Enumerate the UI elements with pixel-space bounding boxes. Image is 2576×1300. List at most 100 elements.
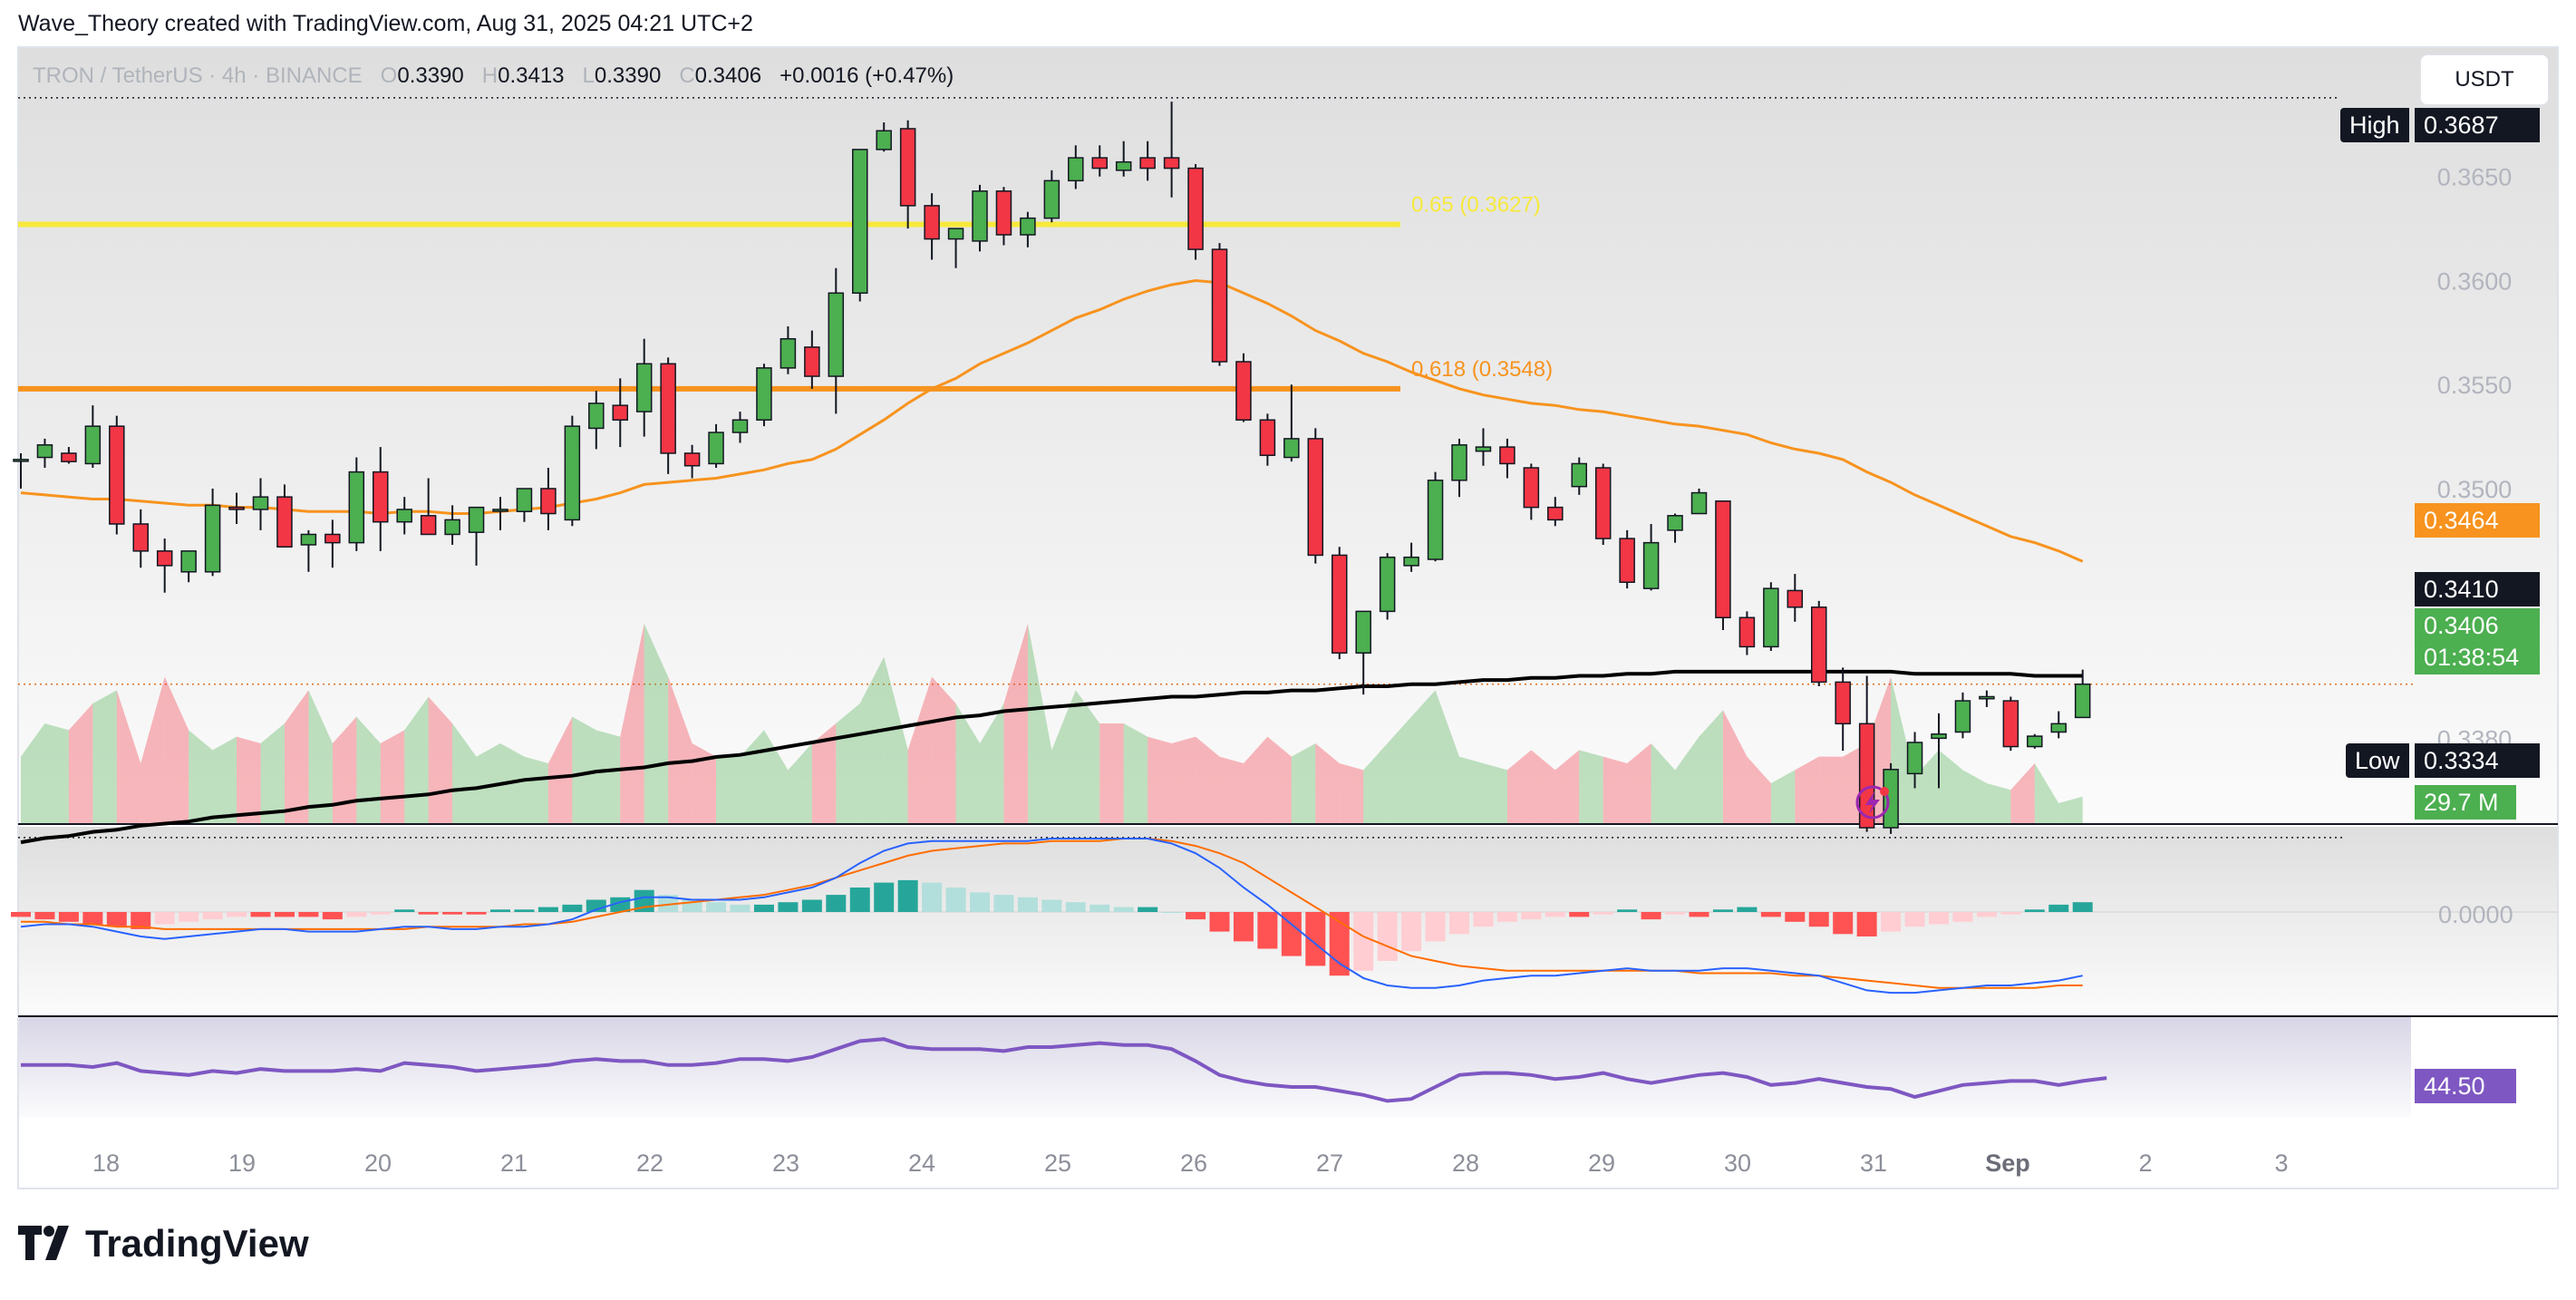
macd-histogram-bar xyxy=(202,912,223,920)
candle-body xyxy=(995,190,1012,236)
volume-area-segment xyxy=(44,723,69,823)
macd-histogram-bar xyxy=(1209,912,1230,932)
volume-area-segment xyxy=(452,723,477,823)
currency-button[interactable]: USDT xyxy=(2420,54,2549,105)
volume-area-segment xyxy=(1627,743,1651,823)
volume-area-segment xyxy=(1459,756,1484,823)
high-tag-value: 0.3687 xyxy=(2415,108,2540,142)
candle-body xyxy=(1738,616,1756,648)
macd-histogram-bar xyxy=(106,912,127,927)
macd-histogram-bar xyxy=(298,912,319,917)
macd-histogram-bar xyxy=(82,912,103,925)
candle-body xyxy=(348,471,365,544)
y-tick-label: 0.3500 xyxy=(2437,476,2513,503)
volume-area-segment xyxy=(1267,736,1292,823)
candle-body xyxy=(660,363,676,454)
candle-body xyxy=(852,149,868,295)
volume-area-segment xyxy=(1363,743,1388,823)
chart-frame xyxy=(17,46,2559,1189)
candle-body xyxy=(1379,556,1396,613)
macd-histogram-bar xyxy=(1161,912,1182,913)
volume-area-segment xyxy=(1123,723,1148,823)
macd-histogram-bar xyxy=(1929,912,1949,925)
x-tick-label: 2 xyxy=(2138,1150,2152,1177)
candle-body xyxy=(828,292,845,377)
candle-body xyxy=(1475,446,1492,452)
ema50-line xyxy=(20,278,2084,563)
volume-area-segment xyxy=(524,756,548,823)
candle-body xyxy=(876,130,892,150)
ema200-line xyxy=(20,669,2083,845)
candle-body xyxy=(1642,541,1660,589)
candle-body xyxy=(300,533,317,546)
volume-area-segment xyxy=(140,676,165,823)
candle-body xyxy=(540,488,557,515)
candle-body xyxy=(2074,683,2091,719)
candle-body xyxy=(780,337,797,369)
macd-histogram-bar xyxy=(826,895,847,912)
macd-histogram-bar xyxy=(346,912,367,917)
volume-area-segment xyxy=(164,676,189,823)
high-value: 0.3413 xyxy=(498,63,565,88)
macd-histogram-bar xyxy=(1401,912,1422,952)
x-tick-label: 18 xyxy=(92,1150,120,1177)
macd-histogram-bar xyxy=(993,895,1014,912)
macd-histogram-bar xyxy=(1760,912,1781,917)
tradingview-logo-icon xyxy=(18,1226,76,1262)
x-tick-label: Sep xyxy=(1985,1150,2030,1177)
candle-body xyxy=(1931,733,1947,740)
candle-body xyxy=(1523,467,1540,509)
candle-body xyxy=(1499,446,1516,465)
candle-body xyxy=(1667,515,1683,531)
candle-body xyxy=(1715,500,1731,619)
volume-area-segment xyxy=(884,656,908,823)
candle-body xyxy=(2027,735,2043,748)
candle-body xyxy=(1043,179,1060,219)
countdown-tag: 01:38:54 xyxy=(2415,640,2540,674)
candle-body xyxy=(924,205,940,240)
x-tick-label: 22 xyxy=(636,1150,663,1177)
x-tick-label: 25 xyxy=(1044,1150,1071,1177)
candle-body xyxy=(708,432,724,465)
rsi-pane-background xyxy=(18,1017,2411,1117)
close-value: 0.3406 xyxy=(694,63,762,88)
high-tag-label: High xyxy=(2340,108,2409,142)
volume-area-segment xyxy=(212,736,237,823)
volume-area-segment xyxy=(907,676,933,823)
x-tick-label: 20 xyxy=(364,1150,392,1177)
candle-body xyxy=(588,403,605,430)
macd-histogram-bar xyxy=(514,909,535,912)
macd-histogram-bar xyxy=(1593,912,1613,915)
open-label: O xyxy=(380,63,398,88)
macd-histogram-bar xyxy=(1785,912,1806,922)
volume-area-segment xyxy=(932,676,956,823)
volume-area-segment xyxy=(380,730,405,823)
symbol-name[interactable]: TRON / TetherUS · 4h · BINANCE xyxy=(33,63,363,88)
candle-body xyxy=(1068,157,1084,182)
candle-body xyxy=(516,488,533,512)
macd-histogram-bar xyxy=(1904,912,1925,927)
alert-lightning-icon xyxy=(1855,785,1890,820)
candle-body xyxy=(109,425,125,525)
x-tick-label: 19 xyxy=(228,1150,256,1177)
macd-histogram-bar xyxy=(1353,912,1374,971)
tradingview-logo[interactable]: TradingView xyxy=(18,1222,309,1266)
volume-area-segment xyxy=(1171,736,1196,823)
x-tick-label: 21 xyxy=(500,1150,528,1177)
volume-area-segment xyxy=(404,696,429,823)
macd-histogram-bar xyxy=(1281,912,1302,956)
icon-dot xyxy=(1880,787,1889,796)
volume-area-segment xyxy=(1603,756,1628,823)
volume-area-segment xyxy=(1986,783,2011,823)
x-tick-label: 31 xyxy=(1860,1150,1887,1177)
candle-body xyxy=(1763,587,1779,648)
candle-body xyxy=(1091,157,1108,170)
macd-histogram-bar xyxy=(394,909,415,912)
chart-caption: Wave_Theory created with TradingView.com… xyxy=(18,11,753,36)
tradingview-logo-text: TradingView xyxy=(85,1222,309,1265)
volume-area-segment xyxy=(260,723,285,823)
volume-area-segment xyxy=(2010,763,2035,823)
macd-histogram-bar xyxy=(274,912,295,917)
x-tick-label: 3 xyxy=(2274,1150,2288,1177)
